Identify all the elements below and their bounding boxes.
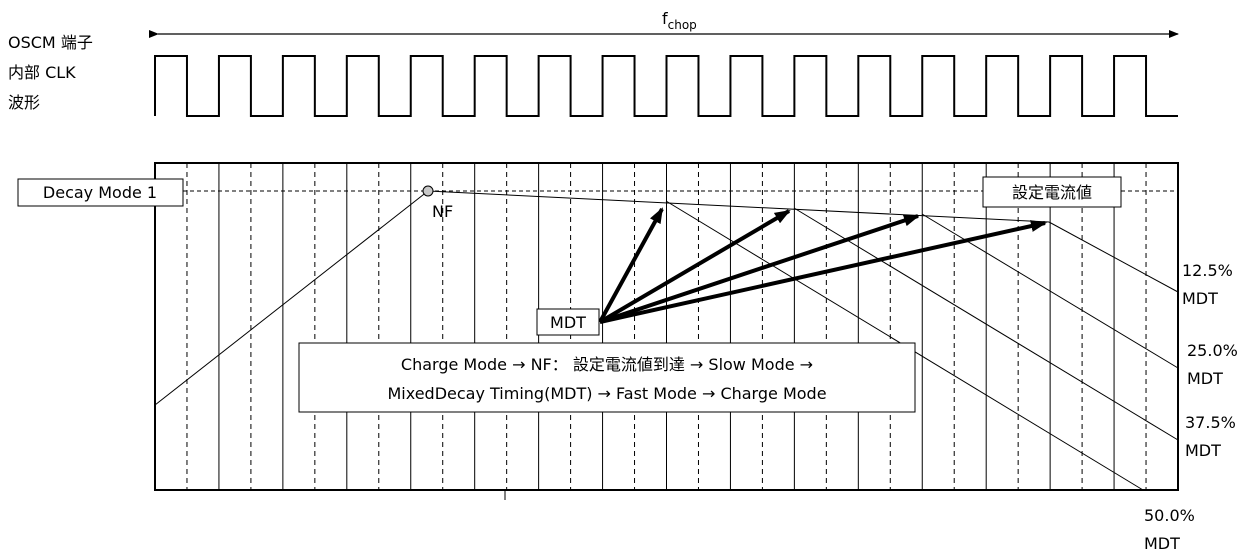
- mdt-arrow-50-0: [598, 207, 664, 323]
- decay-mode-box: [17, 178, 184, 207]
- nf-label: NF: [432, 202, 453, 221]
- sequence-box: [298, 342, 916, 413]
- mdt-label: MDT: [550, 313, 586, 332]
- decay-mode-label: Decay Mode 1: [43, 183, 157, 202]
- fchop-main: f: [662, 9, 668, 28]
- mdt-arrow-25-0: [599, 214, 920, 324]
- mdt-level-50-0-pct: 50.0%: [1144, 506, 1195, 525]
- mdt-level-25-0-unit: MDT: [1187, 369, 1223, 388]
- clock-label-line-3: 波形: [8, 93, 40, 112]
- setpoint-label: 設定電流値: [1012, 183, 1092, 202]
- mdt-level-37-5-unit: MDT: [1185, 441, 1221, 460]
- slow-decay-line: [427, 190, 1050, 223]
- clock-waveform: [154, 55, 1178, 117]
- clock-edge-lines: [186, 163, 1147, 490]
- mdt-level-12-5-unit: MDT: [1182, 289, 1218, 308]
- mdt-level-12-5-pct: 12.5%: [1182, 261, 1233, 280]
- fchop-sub: chop: [668, 18, 697, 32]
- setpoint-box: [982, 176, 1122, 208]
- clock-label-line-2: 内部 CLK: [8, 63, 76, 82]
- charge-ramp: [154, 190, 429, 406]
- mdt-box: [536, 308, 600, 336]
- nf-point: [422, 185, 434, 197]
- fchop-label: fchop: [662, 9, 697, 32]
- fast-decay-line-12-5: [1048, 221, 1179, 293]
- mdt-level-25-0-pct: 25.0%: [1187, 341, 1238, 360]
- sequence-line-1: Charge Mode → NF： 設定電流値到達 → Slow Mode →: [401, 355, 813, 374]
- mdt-level-37-5-pct: 37.5%: [1185, 413, 1236, 432]
- mdt-level-50-0-unit: MDT: [1144, 534, 1180, 553]
- mdt-arrow-12-5: [599, 220, 1047, 324]
- mdt-arrow-37-5: [598, 209, 791, 324]
- mdt-arrows: [598, 207, 1047, 324]
- sequence-line-2: MixedDecay Timing(MDT) → Fast Mode → Cha…: [387, 384, 826, 403]
- fast-decay-line-37-5: [793, 207, 1179, 441]
- clock-label-line-1: OSCM 端子: [8, 33, 93, 52]
